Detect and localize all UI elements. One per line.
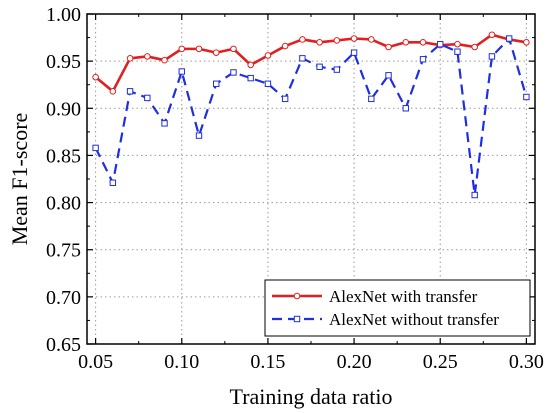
y-tick-label: 0.80 [46,193,81,215]
data-point-1 [471,191,478,199]
x-tick-label: 0.05 [78,351,113,373]
data-point-1 [385,72,392,79]
y-tick-label: 0.85 [46,145,81,167]
data-point-1 [299,55,306,62]
data-point-0 [264,52,272,59]
x-axis-label: Training data ratio [230,384,393,409]
data-point-1 [419,56,427,63]
data-point-0 [350,35,358,42]
x-tick-label: 0.25 [423,351,458,373]
data-point-1 [109,179,117,186]
legend-label-without-transfer: AlexNet without transfer [329,310,499,329]
data-point-0 [316,38,323,46]
data-point-0 [230,45,237,53]
legend-box [264,279,531,337]
data-point-1 [230,69,237,76]
data-point-1 [213,80,220,87]
data-point-0 [109,88,117,95]
data-point-1 [523,93,530,101]
data-point-1 [454,48,461,55]
y-tick-label: 0.90 [46,98,81,120]
data-point-0 [212,49,220,56]
data-point-1 [247,74,254,82]
data-point-0 [488,31,496,39]
data-point-1 [333,66,341,73]
y-tick-label: 1.00 [46,4,81,26]
data-point-0 [454,40,461,48]
series-line-1 [94,37,528,197]
x-tick-label: 0.10 [164,351,199,373]
data-point-1 [402,105,409,112]
x-tick-label: 0.20 [337,351,372,373]
data-point-0 [178,45,186,53]
data-point-1 [92,144,99,152]
x-tick-label: 0.15 [250,351,285,373]
data-point-0 [161,56,168,64]
ticks: 0.05 0.10 0.15 0.20 0.25 0.30 0.65 0.70 0.75 0.80… [46,4,544,373]
y-tick-label: 0.65 [46,334,81,356]
data-point-0 [523,38,530,46]
x-tick-label: 0.30 [509,351,544,373]
data-point-0 [471,43,478,51]
y-axis-label: Mean F1-score [7,113,32,246]
data-point-0 [126,55,134,62]
data-point-1 [195,132,203,139]
legend-label-with-transfer: AlexNet with transfer [329,287,478,306]
data-point-0 [333,37,341,44]
y-tick-label: 0.95 [46,51,81,73]
legend: AlexNet with transfer AlexNet without tr… [264,279,531,337]
series-line-0 [94,33,527,93]
data-point-1 [437,40,444,48]
data-point-0 [419,38,427,46]
y-tick-label: 0.75 [46,240,81,262]
y-tick-label: 0.70 [46,287,81,309]
data-point-0 [144,53,151,60]
data-point-1 [264,80,272,87]
series-layer [92,31,530,199]
data-point-1 [161,120,168,127]
data-point-1 [368,95,375,103]
data-point-0 [385,43,392,51]
legend-marker-with-transfer [293,292,301,300]
data-point-1 [178,68,185,75]
data-point-0 [247,61,254,69]
data-point-0 [92,73,99,81]
data-point-1 [488,53,496,60]
data-point-1 [350,49,358,56]
data-point-1 [316,63,323,70]
legend-marker-without-transfer [293,315,301,323]
data-point-1 [281,95,289,103]
data-point-1 [126,88,134,95]
data-point-0 [368,36,375,43]
data-point-1 [144,94,151,102]
data-point-0 [195,45,203,53]
data-point-0 [402,38,410,46]
data-point-1 [505,35,513,42]
data-point-0 [281,42,289,50]
data-point-0 [299,36,306,43]
